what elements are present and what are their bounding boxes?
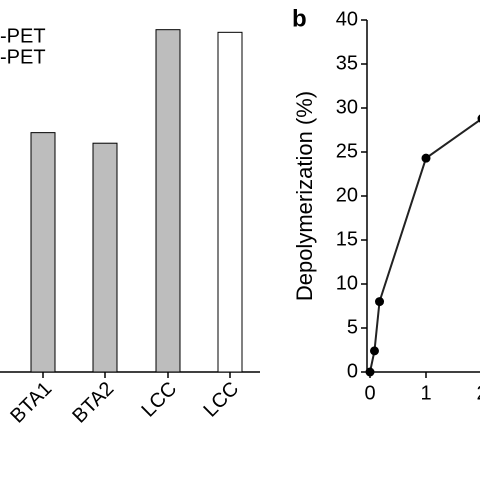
y-tick-label: 40 [336,8,358,30]
x-tick-label: BTA1 [6,378,56,428]
y-tick-label: 0 [347,360,358,382]
legend-label: -PET [0,46,46,68]
data-point [477,114,480,123]
bar [155,29,181,373]
x-tick-label: BTA2 [68,378,118,428]
panel-label: b [292,5,307,32]
y-tick-label: 5 [347,316,358,338]
legend-label: -PET [0,25,46,47]
bar [217,31,243,373]
y-axis-label: Depolymerization (%) [292,91,317,301]
data-point [375,297,385,307]
x-tick-label: 0 [364,382,375,404]
bar [30,132,56,373]
bar [92,142,118,373]
y-tick-label: 20 [336,184,358,206]
y-tick-label: 30 [336,96,358,118]
data-point [421,153,431,163]
x-tick-label: LCC [137,378,181,422]
x-tick-label: 2 [476,382,480,404]
y-tick-label: 15 [336,228,358,250]
y-tick-label: 10 [336,272,358,294]
data-point [369,346,379,356]
y-tick-label: 25 [336,140,358,162]
y-tick-label: 35 [336,52,358,74]
x-tick-label: LCC [199,378,243,422]
x-tick-label: 1 [420,382,431,404]
data-point [365,367,375,377]
